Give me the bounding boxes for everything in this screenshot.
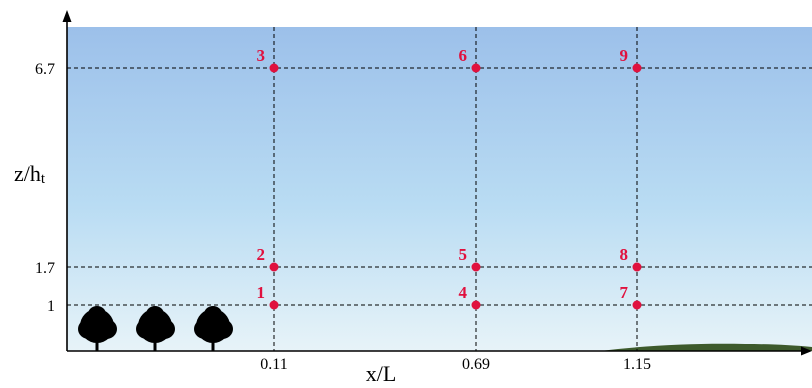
point-label: 2 (257, 245, 266, 264)
point-label: 1 (257, 283, 266, 302)
measurement-points: 1 2 3 4 5 6 7 8 9 (257, 46, 642, 310)
x-tick-label: 0.69 (462, 356, 490, 373)
measurement-point (471, 63, 481, 73)
y-tick-label: 1.7 (35, 260, 55, 277)
tree-icon (194, 306, 233, 351)
point-label: 4 (459, 283, 468, 302)
x-axis-arrow-icon (801, 346, 812, 356)
y-tick-label: 1 (47, 298, 55, 315)
x-tick-label: 0.11 (260, 356, 287, 373)
y-axis-arrow-icon (62, 10, 72, 22)
hill-icon (600, 343, 812, 351)
measurement-point (269, 63, 279, 73)
point-label: 5 (459, 245, 468, 264)
point-label: 7 (620, 283, 629, 302)
grid-lines (67, 27, 812, 351)
sky-background (67, 27, 812, 351)
measurement-point (632, 63, 642, 73)
tree-group (78, 306, 233, 351)
measurement-point (632, 262, 642, 272)
measurement-point (269, 300, 279, 310)
point-label: 6 (459, 46, 468, 65)
tree-icon (78, 306, 117, 351)
y-axis-label: z/ht (14, 161, 46, 187)
measurement-point (269, 262, 279, 272)
tree-icon (136, 306, 175, 351)
tick-labels: 0.11 0.69 1.15 1 1.7 6.7 (35, 61, 651, 373)
point-label: 8 (620, 245, 629, 264)
point-label: 3 (257, 46, 266, 65)
y-tick-label: 6.7 (35, 61, 55, 78)
point-label: 9 (620, 46, 629, 65)
measurement-point (632, 300, 642, 310)
x-axis-label: x/L (366, 361, 397, 383)
x-tick-label: 1.15 (623, 356, 651, 373)
measurement-point (471, 262, 481, 272)
y-axis-label-sub: t (41, 171, 46, 187)
measurement-point (471, 300, 481, 310)
y-axis-label-main: z/h (14, 161, 41, 186)
